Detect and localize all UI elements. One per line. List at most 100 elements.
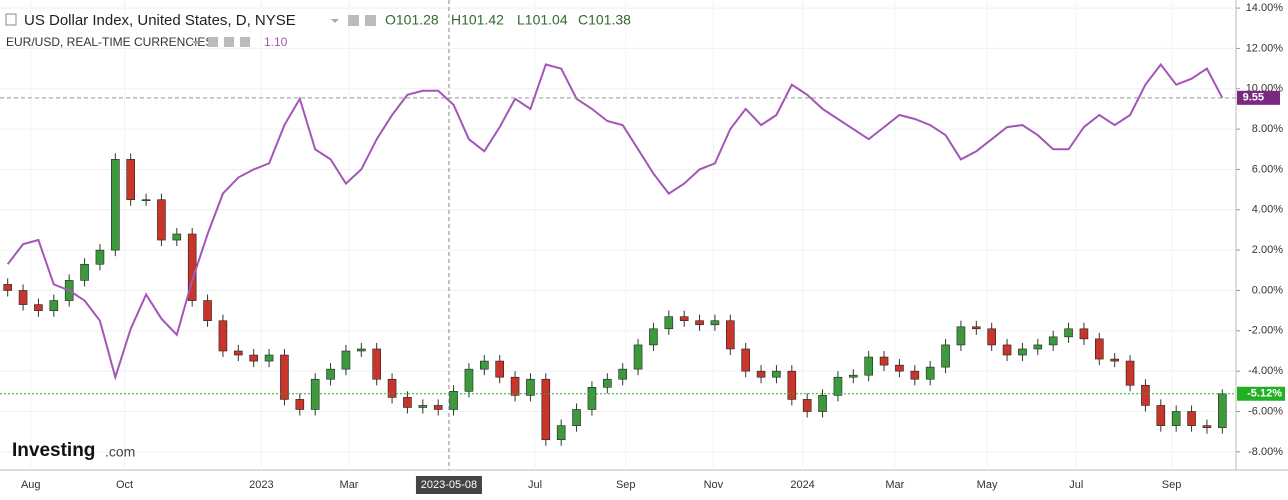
candle-body xyxy=(449,391,458,410)
candle-body xyxy=(910,370,920,380)
candle-body xyxy=(295,399,305,410)
plot-area xyxy=(0,0,1236,470)
candle-body xyxy=(3,284,12,291)
last-price-badge xyxy=(1237,90,1280,105)
candle-body xyxy=(526,378,535,396)
candle-body xyxy=(695,320,704,326)
candle-body xyxy=(1079,328,1089,340)
x-tick-label: Mar xyxy=(885,479,904,491)
x-tick-label: Aug xyxy=(21,479,41,491)
crosshair-label: 2023-05-08 xyxy=(421,479,477,491)
y-tick-label: -6.00% xyxy=(1248,405,1283,417)
chart-title: US Dollar Index, United States, D, NYSE xyxy=(24,12,296,29)
logo: Investing xyxy=(12,440,95,461)
settings-icon[interactable] xyxy=(348,15,359,26)
candle-body xyxy=(387,378,397,398)
candle-body xyxy=(157,199,166,241)
dropdown-icon[interactable] xyxy=(192,41,200,45)
candle-body xyxy=(218,320,228,352)
settings-icon[interactable] xyxy=(208,37,218,47)
compare-price: 1.10 xyxy=(264,35,288,49)
x-tick-label: Oct xyxy=(116,479,133,491)
candle-body xyxy=(18,290,28,305)
candle-body xyxy=(541,378,551,441)
candle-body xyxy=(510,376,520,396)
candle-body xyxy=(787,370,797,400)
candle-body xyxy=(618,368,627,380)
candle-body xyxy=(1018,348,1027,356)
x-tick-label: Mar xyxy=(340,479,359,491)
candle-body xyxy=(587,386,597,410)
candle-body xyxy=(264,354,274,362)
candle-body xyxy=(572,409,581,426)
candle-body xyxy=(833,376,843,396)
x-tick-label: 2024 xyxy=(790,479,814,491)
settings-icon[interactable] xyxy=(365,15,376,26)
candle-body xyxy=(464,368,474,392)
candle-body xyxy=(49,300,59,311)
candle-body xyxy=(726,320,735,350)
y-tick-label: -8.00% xyxy=(1248,446,1283,458)
candle-body xyxy=(249,354,258,362)
logo-suffix: .com xyxy=(105,444,135,460)
y-tick-label: 0.00% xyxy=(1252,284,1283,296)
candle-body xyxy=(1095,338,1104,360)
candle-body xyxy=(603,378,612,388)
candle-body xyxy=(95,249,105,265)
candle-body xyxy=(480,360,489,370)
settings-icon[interactable] xyxy=(224,37,234,47)
candle-body xyxy=(141,199,151,201)
candle-body xyxy=(126,159,135,200)
candle-body xyxy=(1064,328,1073,338)
candle-body xyxy=(326,368,335,380)
candle-body xyxy=(741,348,750,372)
candle-body xyxy=(34,304,43,311)
candle-body xyxy=(1048,336,1058,346)
candle-body xyxy=(649,328,658,346)
candle-body xyxy=(1002,344,1012,356)
candle-body xyxy=(234,350,243,356)
candle-body xyxy=(372,348,381,380)
low-label: L101.04 xyxy=(517,12,568,28)
candle-body xyxy=(664,316,674,330)
candle-body xyxy=(1202,425,1212,428)
candle-body xyxy=(357,348,366,352)
candle-body xyxy=(418,405,428,408)
candle-body xyxy=(756,370,766,378)
candle-body xyxy=(925,366,935,380)
candle-body xyxy=(633,344,643,370)
close-label: C101.38 xyxy=(578,12,631,28)
y-tick-label: 4.00% xyxy=(1252,204,1283,216)
x-tick-label: Nov xyxy=(704,479,724,491)
candle-body xyxy=(895,364,904,372)
y-tick-label: 12.00% xyxy=(1246,42,1284,54)
open-label: O101.28 xyxy=(385,12,439,28)
candle-body xyxy=(1187,411,1196,426)
last-price-label: 9.55 xyxy=(1243,92,1264,104)
x-tick-label: Jul xyxy=(528,479,542,491)
y-tick-label: 6.00% xyxy=(1252,163,1283,175)
x-tick-label: Jul xyxy=(1069,479,1083,491)
last-price-badge xyxy=(1237,386,1285,401)
line-series xyxy=(6,62,1224,381)
candle-body xyxy=(679,316,689,322)
collapse-icon[interactable] xyxy=(5,13,17,26)
high-label: H101.42 xyxy=(451,12,504,28)
candle-body xyxy=(403,397,412,408)
x-tick-label: Sep xyxy=(616,479,636,491)
y-tick-label: 14.00% xyxy=(1246,2,1284,14)
candle-body xyxy=(203,300,212,322)
dropdown-icon[interactable] xyxy=(331,19,339,23)
candle-body xyxy=(111,159,120,251)
x-tick-label: 2023 xyxy=(249,479,273,491)
crosshair-badge xyxy=(415,476,482,494)
candle-body xyxy=(280,354,289,400)
candle-body xyxy=(1171,411,1181,426)
last-price-label: -5.12% xyxy=(1247,388,1282,400)
candle-body xyxy=(1125,360,1135,386)
y-tick-label: 8.00% xyxy=(1252,123,1283,135)
close-icon[interactable] xyxy=(240,37,250,47)
candle-body xyxy=(495,360,504,378)
